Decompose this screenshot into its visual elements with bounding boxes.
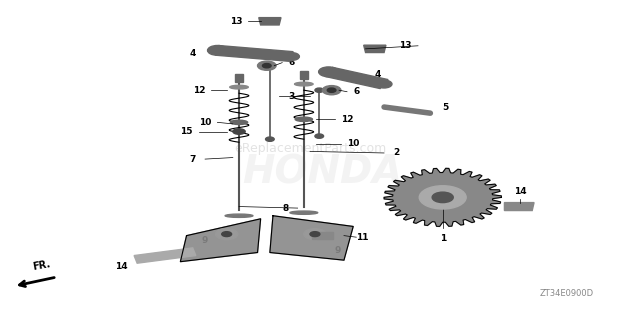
Bar bbox=[236, 74, 242, 82]
Polygon shape bbox=[384, 168, 502, 226]
Text: 9: 9 bbox=[335, 247, 341, 256]
Polygon shape bbox=[270, 216, 353, 260]
Circle shape bbox=[322, 86, 341, 95]
Text: 10: 10 bbox=[199, 118, 211, 127]
Circle shape bbox=[319, 67, 339, 77]
Polygon shape bbox=[259, 18, 281, 25]
Polygon shape bbox=[180, 219, 260, 262]
Ellipse shape bbox=[231, 120, 247, 125]
Text: 9: 9 bbox=[202, 236, 208, 245]
Circle shape bbox=[283, 53, 299, 61]
Circle shape bbox=[315, 88, 324, 92]
Polygon shape bbox=[134, 248, 196, 263]
Text: 14: 14 bbox=[115, 262, 128, 271]
Circle shape bbox=[432, 192, 453, 203]
Circle shape bbox=[208, 45, 228, 55]
Circle shape bbox=[376, 80, 392, 88]
Circle shape bbox=[262, 64, 271, 68]
Text: 13: 13 bbox=[399, 41, 412, 50]
Text: eReplacementParts.com: eReplacementParts.com bbox=[234, 142, 386, 155]
Circle shape bbox=[315, 134, 324, 138]
Circle shape bbox=[257, 61, 276, 70]
Polygon shape bbox=[216, 45, 293, 61]
Circle shape bbox=[265, 64, 274, 68]
Text: 12: 12 bbox=[193, 86, 205, 95]
Text: 10: 10 bbox=[347, 139, 360, 148]
Circle shape bbox=[419, 186, 466, 209]
Circle shape bbox=[310, 232, 320, 237]
Text: 7: 7 bbox=[190, 154, 196, 163]
Text: 15: 15 bbox=[180, 127, 193, 136]
Text: 4: 4 bbox=[374, 70, 381, 79]
Circle shape bbox=[222, 232, 232, 237]
Bar bbox=[300, 71, 308, 78]
Ellipse shape bbox=[295, 117, 312, 121]
Text: 11: 11 bbox=[356, 233, 369, 242]
Ellipse shape bbox=[225, 214, 253, 218]
Text: 6: 6 bbox=[288, 58, 294, 67]
Circle shape bbox=[265, 137, 274, 141]
Polygon shape bbox=[324, 67, 388, 89]
Text: HONDA: HONDA bbox=[242, 154, 402, 192]
Text: ZT34E0900D: ZT34E0900D bbox=[540, 290, 594, 298]
Text: 1: 1 bbox=[440, 234, 446, 243]
Text: 14: 14 bbox=[513, 187, 526, 196]
Text: 8: 8 bbox=[282, 204, 288, 213]
Polygon shape bbox=[505, 203, 534, 210]
Text: FR.: FR. bbox=[32, 260, 51, 273]
Text: 4: 4 bbox=[190, 49, 196, 58]
Ellipse shape bbox=[230, 85, 248, 89]
Text: 6: 6 bbox=[353, 87, 360, 96]
Text: 13: 13 bbox=[229, 17, 242, 26]
Text: 2: 2 bbox=[393, 148, 399, 158]
Bar bbox=[312, 232, 334, 239]
Polygon shape bbox=[364, 45, 386, 53]
Text: 12: 12 bbox=[341, 115, 353, 124]
Ellipse shape bbox=[233, 129, 245, 134]
Ellipse shape bbox=[290, 211, 317, 214]
Circle shape bbox=[327, 88, 336, 92]
Ellipse shape bbox=[294, 82, 313, 86]
Text: 3: 3 bbox=[288, 92, 294, 101]
Circle shape bbox=[304, 229, 326, 240]
Circle shape bbox=[216, 229, 238, 240]
Text: 5: 5 bbox=[443, 103, 449, 112]
